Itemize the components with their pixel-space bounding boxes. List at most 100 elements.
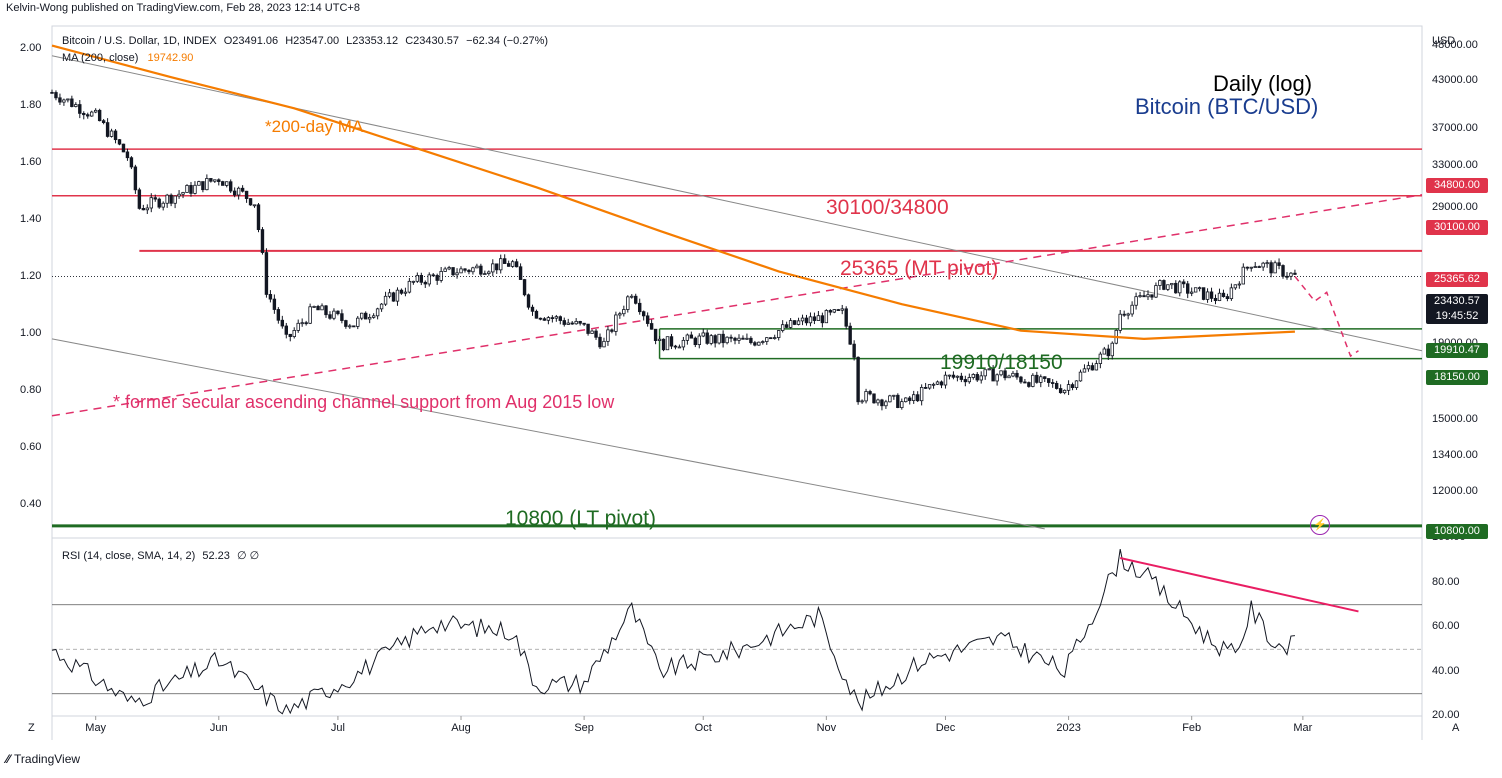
candle-body [201, 181, 205, 191]
candle-body [93, 109, 98, 113]
candle-body [475, 265, 479, 269]
candle-body [90, 111, 94, 117]
candle-body [109, 130, 114, 137]
candle-body [193, 184, 197, 194]
candle-body [1134, 296, 1138, 306]
candle-body [872, 393, 876, 404]
right-tick-label: 43000.00 [1432, 73, 1478, 86]
candle-body [308, 306, 312, 324]
candle-body [1221, 292, 1226, 297]
candle-body [1245, 266, 1249, 269]
candle-body [955, 375, 960, 378]
candle-body [856, 356, 860, 403]
candle-body [618, 313, 622, 316]
candle-body [1285, 275, 1289, 278]
candle-body [749, 337, 753, 344]
tag-18150: 18150.00 [1426, 370, 1488, 385]
candle-body [1225, 296, 1230, 300]
candle-body [455, 272, 459, 276]
rsi-line [51, 549, 1295, 715]
candle-body [1094, 363, 1099, 371]
candle-body [649, 323, 654, 330]
axis-ticks [95, 716, 1304, 720]
candle-body [935, 381, 940, 385]
candle-body [379, 303, 384, 310]
candle-body [574, 320, 578, 325]
candle-body [189, 185, 193, 194]
candle-body [812, 316, 817, 321]
candle-body [769, 337, 773, 340]
candle-body [971, 374, 975, 378]
candle-body [526, 294, 531, 308]
candle-body [824, 310, 829, 324]
candle-body [1039, 376, 1043, 383]
candle-body [411, 280, 416, 283]
right-tick-label: 15000.00 [1432, 413, 1478, 426]
candle-body [725, 336, 729, 344]
rsi-value: 52.23 [202, 550, 230, 562]
candle-body [1162, 280, 1166, 290]
candle-body [816, 315, 821, 321]
candle-body [745, 337, 749, 340]
candle-body [1035, 374, 1039, 383]
candle-body [506, 263, 511, 267]
candle-body [1289, 272, 1293, 277]
candle-body [717, 333, 721, 344]
candle-body [701, 332, 705, 337]
candles [50, 89, 1297, 411]
candle-body [403, 291, 408, 294]
candle-body [1249, 266, 1253, 269]
candle-body [399, 289, 404, 294]
candle-body [880, 399, 884, 407]
candle-body [1122, 313, 1126, 316]
symbol-legend: Bitcoin / U.S. Dollar, 1D, INDEX O23491.… [62, 35, 552, 47]
zoom-button[interactable]: Z [28, 722, 35, 734]
candle-body [943, 374, 948, 386]
candle-body [673, 345, 678, 348]
candle-body [133, 166, 138, 191]
candle-body [86, 114, 90, 117]
auto-scale-button[interactable]: A [1452, 722, 1460, 734]
lightning-icon[interactable]: ⚡ [1310, 515, 1330, 535]
candle-body [685, 334, 690, 341]
candle-body [451, 267, 455, 276]
candle-body [1106, 348, 1110, 357]
candle-body [534, 310, 539, 319]
candle-body [1213, 297, 1218, 302]
candle-body [197, 181, 201, 186]
candle-body [1027, 382, 1031, 387]
candle-body [641, 311, 646, 317]
right-tick-label: 48000.00 [1432, 38, 1478, 51]
candle-body [606, 329, 610, 342]
left-tick-label: 1.20 [20, 270, 42, 282]
candle-body [566, 322, 570, 325]
left-tick-label: 1.60 [20, 156, 42, 168]
candle-body [546, 317, 551, 321]
candle-body [804, 317, 809, 324]
candle-body [264, 252, 269, 295]
candle-body [892, 394, 896, 397]
candle-body [62, 99, 66, 103]
rsi-label: RSI (14, close, SMA, 14, 2) [62, 550, 196, 562]
candle-body [463, 268, 467, 271]
bar-countdown: 19:45:52 [1435, 310, 1479, 322]
candle-body [1281, 265, 1285, 277]
candle-body [987, 368, 991, 371]
candle-body [705, 332, 709, 344]
candle-body [868, 391, 872, 395]
candle-body [145, 207, 150, 211]
candle-body [1066, 384, 1071, 391]
candle-body [1257, 266, 1261, 268]
timeframe-title: Daily (log) [1213, 71, 1313, 96]
last-price: 23430.57 [1434, 295, 1480, 307]
candle-body [419, 275, 424, 283]
right-tick-label: 29000.00 [1432, 200, 1478, 213]
candle-body [1146, 294, 1150, 298]
candle-body [590, 330, 594, 334]
candle-body [248, 198, 253, 206]
candle-body [1070, 384, 1075, 388]
candle-body [844, 308, 848, 327]
candle-body [340, 313, 344, 321]
candle-body [1241, 266, 1246, 285]
